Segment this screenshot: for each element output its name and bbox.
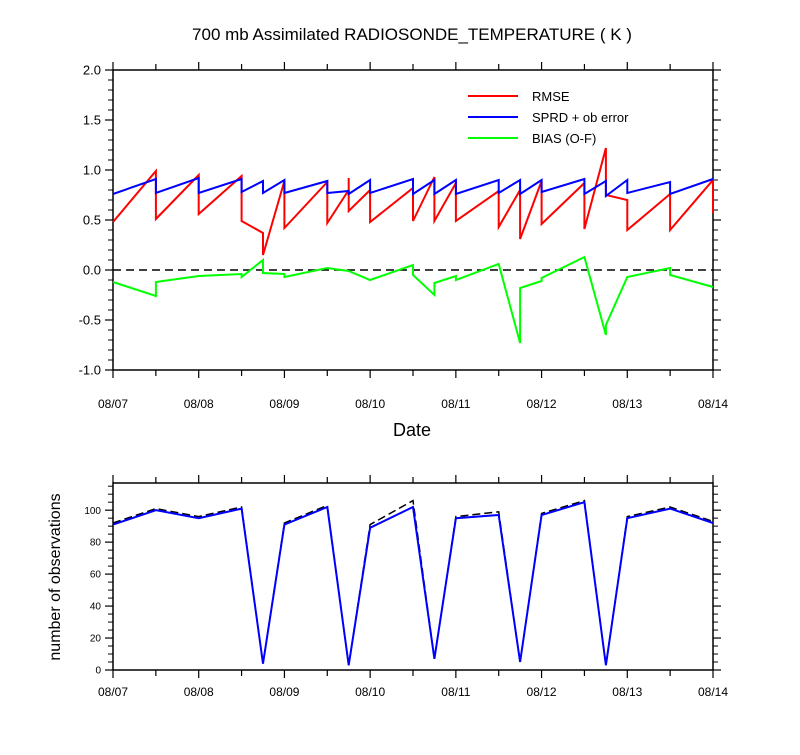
top-x-tick-label: 08/10	[355, 397, 385, 411]
bias-o-f-line	[112, 255, 714, 344]
top-x-tick-label: 08/07	[98, 397, 128, 411]
bottom-x-tick-label: 08/14	[698, 685, 728, 699]
bottom-y-tick-label: 40	[90, 602, 102, 613]
bottom-y-axis-label: number of observations	[47, 493, 64, 660]
top-y-tick-label: 0.5	[83, 213, 101, 228]
top-x-tick-label: 08/09	[269, 397, 299, 411]
legend-label: SPRD + ob error	[532, 110, 629, 125]
bottom-y-tick-label: 80	[90, 538, 102, 549]
top-y-tick-label: 0.0	[83, 263, 101, 278]
bottom-x-tick-label: 08/08	[184, 685, 214, 699]
bottom-x-tick-label: 08/10	[355, 685, 385, 699]
top-x-tick-label: 08/13	[612, 397, 642, 411]
top-y-tick-label: 1.5	[83, 113, 101, 128]
sprd-ob-error-line	[112, 176, 714, 198]
top-x-tick-label: 08/12	[527, 397, 557, 411]
top-x-tick-label: 08/11	[441, 397, 470, 411]
rmse-line	[112, 147, 714, 256]
bottom-y-tick-label: 100	[84, 506, 101, 517]
bottom-x-tick-label: 08/07	[98, 685, 128, 699]
bottom-panel: 08/07 08/08 08/09 08/10 08/11 08/12 08/13 08/14…	[84, 475, 728, 699]
top-y-tick-label: -0.5	[79, 313, 101, 328]
bottom-y-tick-label: 60	[90, 570, 102, 581]
chart-title: 700 mb Assimilated RADIOSONDE_TEMPERATUR…	[192, 25, 632, 44]
top-x-tick-label: 08/08	[184, 397, 214, 411]
top-y-tick-label: 2.0	[83, 63, 101, 78]
top-y-tick-label: -1.0	[79, 363, 101, 378]
top-y-tick-label: 1.0	[83, 163, 101, 178]
top-panel: 08/07 08/08 08/09 08/10 08/11 08/12 08/13 08/14…	[79, 62, 728, 411]
bottom-y-tick-label: 20	[90, 634, 102, 645]
legend-label: RMSE	[532, 89, 570, 104]
bottom-y-tick-label: 0	[95, 666, 101, 677]
bottom-series-0-line	[112, 499, 714, 666]
bottom-x-tick-label: 08/09	[269, 685, 299, 699]
legend-label: BIAS (O-F)	[532, 131, 596, 146]
top-x-tick-label: 08/14	[698, 397, 728, 411]
bottom-x-tick-label: 08/13	[612, 685, 642, 699]
top-x-axis-label: Date	[393, 420, 431, 440]
bottom-series-1-line	[112, 500, 714, 666]
bottom-x-tick-label: 08/12	[527, 685, 557, 699]
bottom-x-tick-label: 08/11	[441, 685, 470, 699]
